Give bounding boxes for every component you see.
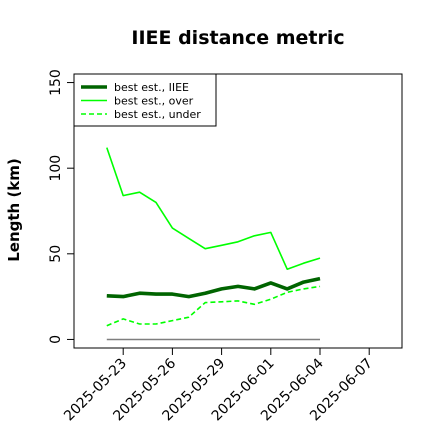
plot-frame [73, 73, 403, 349]
y-tick-label: 0 [48, 335, 64, 344]
y-tick-label: 50 [48, 245, 64, 263]
series-layer [106, 147, 321, 327]
y-tick-label: 150 [48, 69, 64, 96]
legend-label-0: best est., IIEE [114, 81, 189, 94]
legend-label-2: best est., under [114, 108, 201, 121]
legend-label-1: best est., over [114, 95, 194, 108]
y-tick-label: 100 [48, 155, 64, 182]
series-line-1 [106, 147, 321, 271]
y-axis-label: Length (km) [5, 158, 23, 262]
series-line-2 [106, 285, 321, 327]
series-line-0 [106, 276, 321, 299]
y-axis: 0 50 100 150 [48, 69, 74, 344]
x-axis: 2025-05-232025-05-262025-05-292025-06-01… [61, 348, 376, 424]
chart-title: IIEE distance metric [131, 27, 344, 49]
